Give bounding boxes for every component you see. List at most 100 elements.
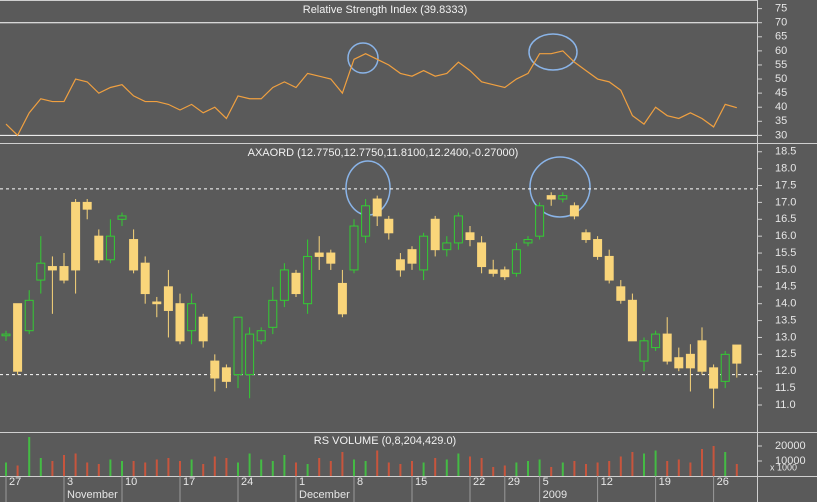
- candle-body: [291, 272, 301, 295]
- candle-body: [511, 249, 521, 274]
- y-tick-label: 17.0: [775, 196, 796, 208]
- candle-body: [593, 239, 603, 257]
- x-tick-label: 22: [473, 476, 485, 488]
- volume-bar: [492, 467, 495, 476]
- y-tick-label: 70: [775, 17, 787, 29]
- candle-body: [117, 215, 127, 220]
- y-tick-label: 45: [775, 87, 787, 99]
- volume-bar: [608, 461, 611, 476]
- volume-title: RS VOLUME (0,8,204,429.0): [314, 435, 456, 447]
- candle-body: [233, 316, 243, 376]
- volume-bar: [654, 450, 657, 476]
- volume-bar: [306, 464, 309, 476]
- candle-body: [372, 198, 382, 217]
- candle-body: [732, 344, 742, 364]
- candle-body: [651, 333, 661, 349]
- volume-bar: [144, 462, 147, 476]
- volume-unit: x 1000: [770, 462, 797, 472]
- candle-body: [558, 195, 568, 200]
- x-tick-label: 29: [508, 476, 520, 488]
- candle-body: [94, 235, 104, 261]
- candle-body: [13, 303, 23, 372]
- candle-body: [488, 269, 498, 274]
- volume-bar: [561, 462, 564, 476]
- candle-body: [71, 201, 81, 271]
- candle-body: [221, 367, 231, 382]
- volume-bar: [469, 456, 471, 476]
- volume-bar: [527, 461, 529, 476]
- candle-body: [569, 205, 579, 217]
- volume-bar: [573, 461, 576, 476]
- x-tick-label: 1: [299, 476, 305, 488]
- volume-bar: [631, 452, 634, 476]
- volume-bar: [387, 462, 390, 476]
- candle-body: [709, 367, 719, 389]
- volume-bar: [109, 459, 112, 476]
- candle-body: [465, 232, 475, 241]
- y-tick-label: 12.5: [775, 348, 796, 360]
- volume-bar: [341, 452, 344, 476]
- volume-bar: [411, 461, 413, 476]
- y-tick-label: 65: [775, 31, 787, 43]
- candle-body: [674, 357, 684, 369]
- candle-body: [581, 232, 591, 241]
- candle-body: [384, 218, 394, 234]
- y-tick-label: 20000: [775, 440, 806, 452]
- volume-bar: [39, 458, 42, 476]
- y-tick-label: 16.5: [775, 213, 796, 225]
- candle-body: [36, 262, 46, 281]
- candle-body: [326, 252, 336, 264]
- volume-bar: [619, 456, 622, 476]
- candle-body: [152, 301, 162, 305]
- volume-bar: [51, 461, 54, 476]
- volume-bar: [63, 455, 65, 476]
- candle-body: [697, 340, 707, 372]
- y-tick-label: 75: [775, 3, 787, 15]
- volume-bar: [550, 467, 553, 476]
- candle-body: [198, 316, 208, 342]
- x-tick-label: 24: [241, 476, 253, 488]
- x-group-label: November: [67, 489, 118, 501]
- volume-bar: [318, 458, 321, 476]
- volume-bar: [480, 458, 483, 476]
- volume-bar: [701, 449, 703, 476]
- y-tick-label: 40: [775, 101, 787, 113]
- candle-body: [453, 215, 463, 244]
- candle-body: [627, 299, 637, 342]
- candle-body: [210, 360, 220, 379]
- volume-bar: [97, 464, 100, 476]
- x-tick-label: 12: [601, 476, 613, 488]
- y-tick-label: 10000: [775, 455, 806, 467]
- volume-bar: [179, 461, 181, 476]
- candle-body: [279, 269, 289, 301]
- candle-body: [442, 242, 452, 251]
- x-tick-label: 5: [543, 476, 549, 488]
- y-tick-label: 50: [775, 73, 787, 85]
- volume-bar: [364, 461, 367, 476]
- y-tick-label: 11.5: [775, 382, 796, 394]
- volume-bar: [213, 456, 216, 476]
- candle-body: [395, 259, 405, 271]
- volume-bar: [155, 459, 158, 476]
- volume-bar: [28, 437, 31, 476]
- volume-bar: [422, 462, 425, 476]
- y-tick-label: 17.5: [775, 179, 796, 191]
- y-tick-label: 15.5: [775, 247, 796, 259]
- volume-bar: [5, 462, 7, 476]
- volume-bar: [724, 452, 727, 476]
- candle-body: [500, 269, 510, 278]
- candle-body: [82, 201, 92, 210]
- volume-bar: [434, 458, 437, 476]
- x-tick-label: 15: [415, 476, 427, 488]
- y-tick-label: 30: [775, 129, 787, 141]
- candle-body: [314, 252, 324, 257]
- candle-body: [535, 205, 545, 237]
- x-tick-label: 19: [659, 476, 671, 488]
- y-tick-label: 14.0: [775, 298, 796, 310]
- candle-body: [105, 235, 115, 261]
- candle-body: [163, 286, 173, 311]
- volume-bar: [202, 464, 205, 476]
- volume-bar: [329, 461, 332, 476]
- y-tick-label: 14.5: [775, 281, 796, 293]
